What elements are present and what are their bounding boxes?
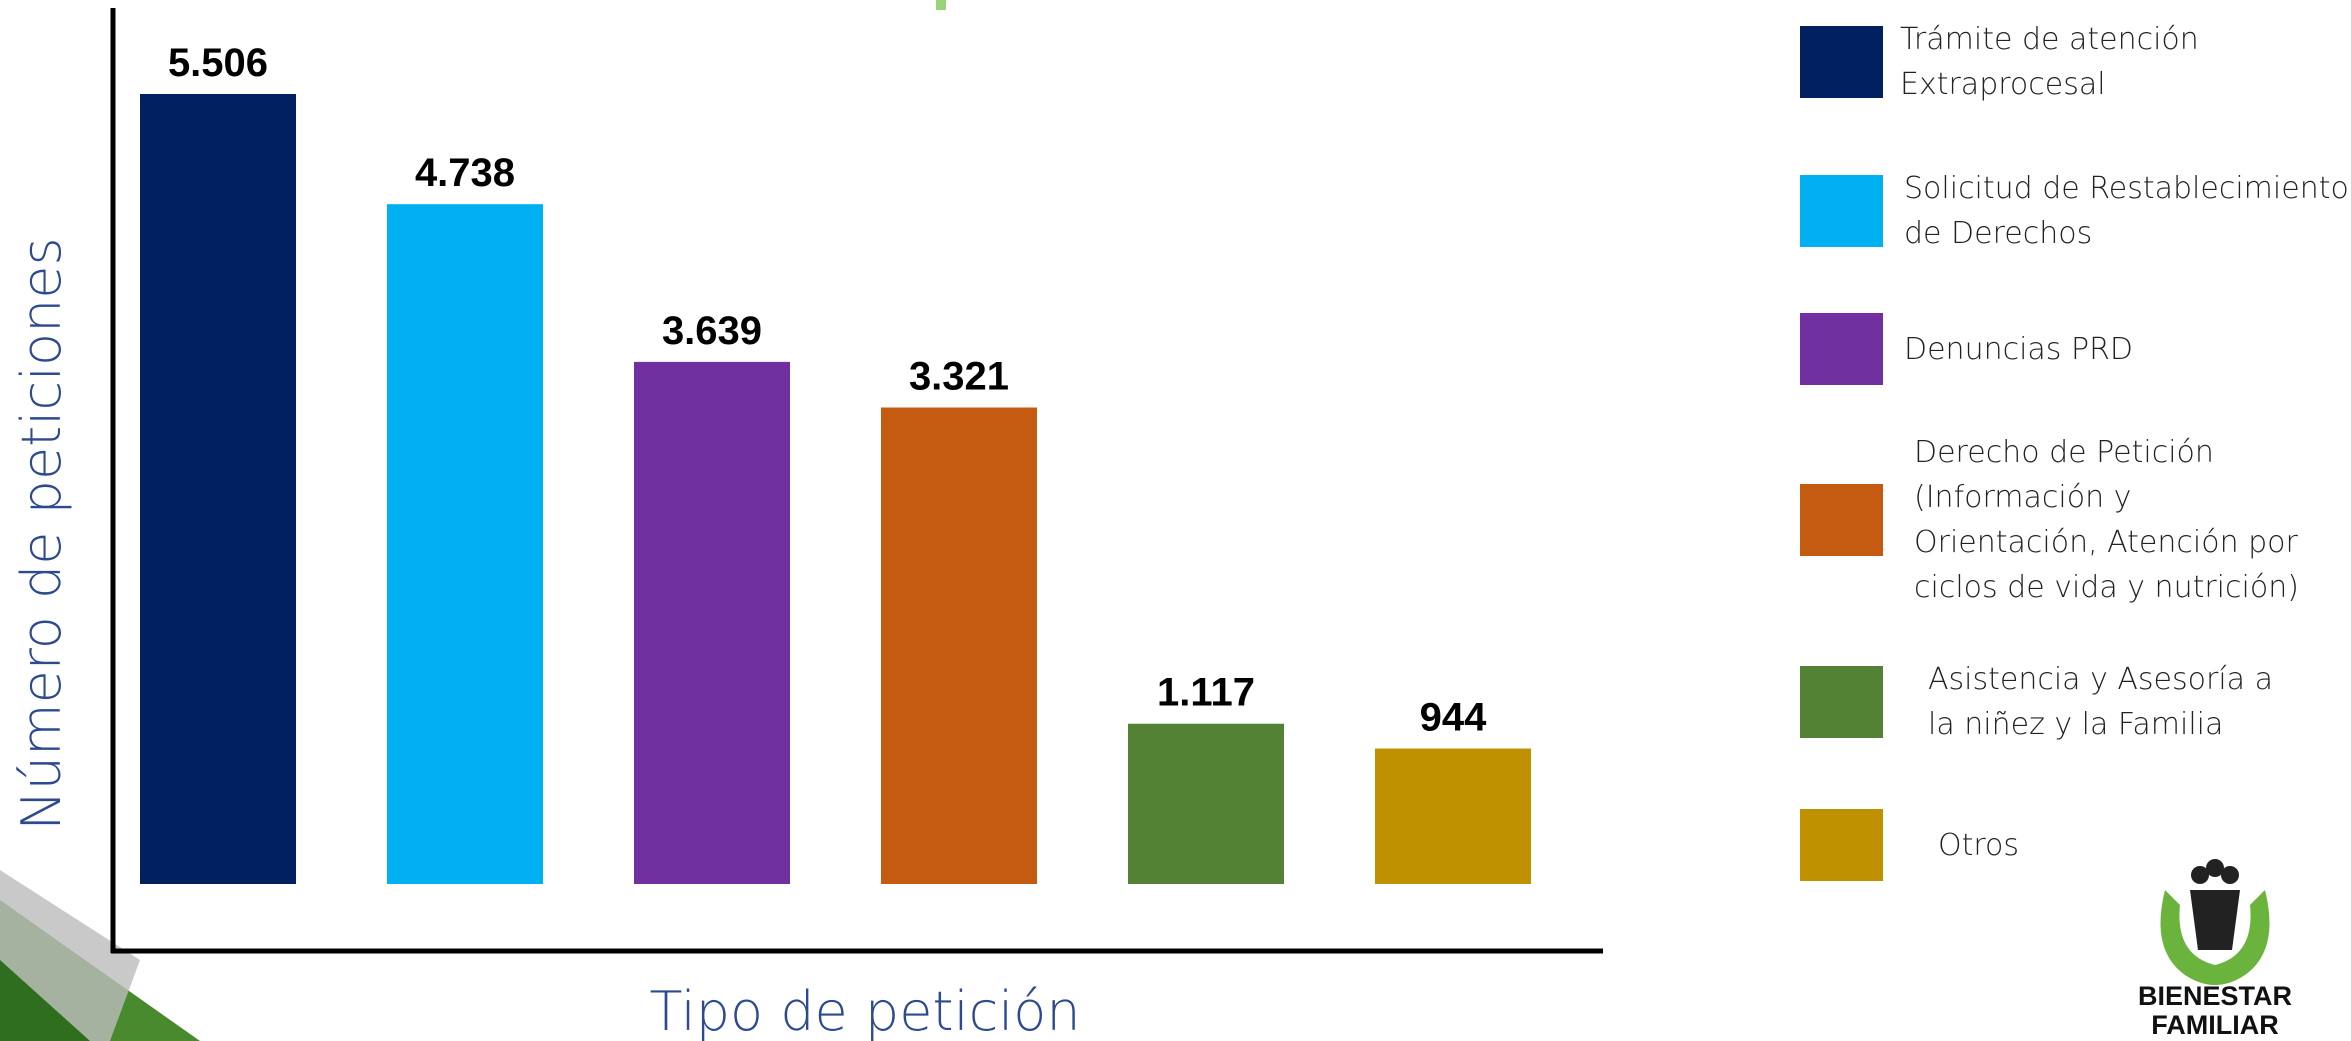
value-label: 3.321 [909,355,1009,399]
value-label: 4.738 [415,151,515,195]
value-label: 5.506 [168,41,268,85]
legend-swatch [1800,484,1883,556]
logo-text: BIENESTAR [2138,981,2292,1011]
x-axis-title: Tipo de petición [649,980,1080,1041]
logo-hands [2160,890,2270,985]
legend-label: Denuncias PRD [1904,331,2134,367]
bar [1128,723,1284,884]
logo-figure [2191,866,2209,884]
legend-swatch [1800,26,1883,98]
value-label: 1.117 [1157,671,1255,715]
bar [881,407,1037,884]
legend-label: Trámite de atención Extraprocesal [1900,22,2199,102]
legend-label: Solicitud de Restablecimiento de Derecho… [1904,171,2349,251]
logo: BIENESTAR FAMILIAR [2138,859,2292,1040]
decoration [936,0,946,10]
bar [1375,748,1531,884]
legend-swatch [1800,666,1883,738]
logo-figure [2206,859,2224,877]
legend-label: Asistencia y Asesoría a la niñez y la Fa… [1928,662,2273,742]
bar [387,204,543,885]
legend-swatch [1800,313,1883,385]
bar [140,94,296,884]
logo-figure [2190,890,2240,950]
value-label: 944 [1420,696,1487,740]
logo-figure [2221,866,2239,884]
logo-text: FAMILIAR [2151,1010,2279,1040]
value-label: 3.639 [662,309,762,353]
legend-swatch [1800,175,1883,247]
y-axis-title: Número de peticiones [10,237,73,830]
bar [634,361,790,885]
legend-swatch [1800,809,1883,881]
legend-label: Otros [1938,827,2020,863]
legend-label: Derecho de Petición (Información y Orien… [1914,435,2299,605]
decoration [0,960,90,1041]
